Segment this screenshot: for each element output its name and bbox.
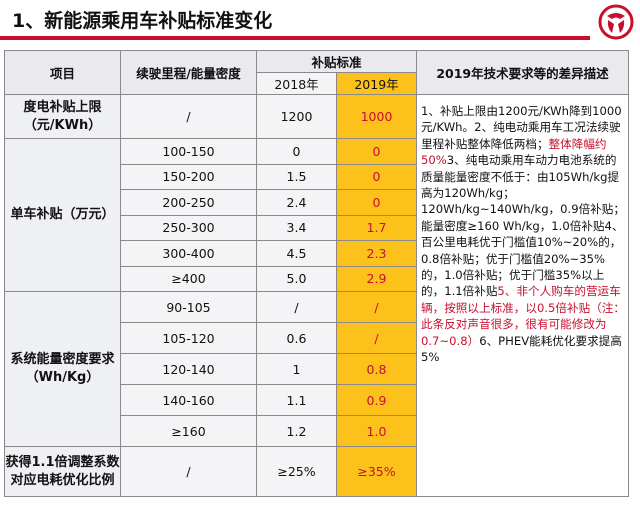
vehicle-2018-cell: 2.4 [257, 190, 337, 216]
density-2018-cell: / [257, 292, 337, 323]
row-cap-2019: 1000 [337, 95, 417, 139]
density-2019-cell: / [337, 292, 417, 323]
group-vehicle-label: 单车补贴（万元） [5, 139, 121, 292]
density-range-cell: 90-105 [121, 292, 257, 323]
subsidy-table: 项目 续驶里程/能量密度 补贴标准 2019年技术要求等的差异描述 2018年 … [4, 50, 629, 497]
density-2018-cell: 1 [257, 354, 337, 385]
vehicle-2018-cell: 3.4 [257, 215, 337, 241]
vehicle-2019-cell: 0 [337, 190, 417, 216]
row-cap-label: 度电补贴上限（元/KWh） [5, 95, 121, 139]
density-2018-cell: 1.2 [257, 416, 337, 447]
row-optimization-2019: ≥35% [337, 447, 417, 497]
vehicle-range-cell: 300-400 [121, 241, 257, 267]
density-2019-cell: / [337, 323, 417, 354]
vehicle-range-cell: 100-150 [121, 139, 257, 165]
density-range-cell: 105-120 [121, 323, 257, 354]
density-2019-cell: 0.9 [337, 385, 417, 416]
slide-header: 1、新能源乘用车补贴标准变化 [0, 0, 640, 42]
header-2019: 2019年 [337, 73, 417, 95]
vehicle-2018-cell: 5.0 [257, 266, 337, 292]
vehicle-2018-cell: 1.5 [257, 164, 337, 190]
vehicle-2018-cell: 4.5 [257, 241, 337, 267]
vehicle-2019-cell: 1.7 [337, 215, 417, 241]
density-2019-cell: 1.0 [337, 416, 417, 447]
vehicle-2019-cell: 2.3 [337, 241, 417, 267]
description-cell: 1、补贴上限由1200元/KWh降到1000元/KWh。2、纯电动乘用车工况法续… [417, 95, 629, 497]
vehicle-range-cell: ≥400 [121, 266, 257, 292]
vehicle-2019-cell: 0 [337, 164, 417, 190]
row-cap-2018: 1200 [257, 95, 337, 139]
description-part: 3、纯电动乘用车动力电池系统的质量能量密度不低于：由105Wh/kg提高为120… [421, 153, 625, 233]
row-optimization-label: 获得1.1倍调整系数对应电耗优化比例 [5, 447, 121, 497]
density-range-cell: 120-140 [121, 354, 257, 385]
header-2018: 2018年 [257, 73, 337, 95]
group-density-label: 系统能量密度要求（Wh/Kg） [5, 292, 121, 447]
header-item: 项目 [5, 51, 121, 95]
header-range: 续驶里程/能量密度 [121, 51, 257, 95]
vehicle-2019-cell: 2.9 [337, 266, 417, 292]
density-2018-cell: 1.1 [257, 385, 337, 416]
vehicle-range-cell: 250-300 [121, 215, 257, 241]
brand-logo-icon [598, 4, 634, 40]
row-optimization-range: / [121, 447, 257, 497]
density-2019-cell: 0.8 [337, 354, 417, 385]
vehicle-range-cell: 150-200 [121, 164, 257, 190]
header-description: 2019年技术要求等的差异描述 [417, 51, 629, 95]
row-cap-range: / [121, 95, 257, 139]
row-optimization-2018: ≥25% [257, 447, 337, 497]
vehicle-2019-cell: 0 [337, 139, 417, 165]
header-subsidy: 补贴标准 [257, 51, 417, 73]
density-range-cell: 140-160 [121, 385, 257, 416]
vehicle-range-cell: 200-250 [121, 190, 257, 216]
page-title: 1、新能源乘用车补贴标准变化 [12, 6, 272, 33]
density-range-cell: ≥160 [121, 416, 257, 447]
density-2018-cell: 0.6 [257, 323, 337, 354]
title-underline [0, 36, 590, 40]
vehicle-2018-cell: 0 [257, 139, 337, 165]
